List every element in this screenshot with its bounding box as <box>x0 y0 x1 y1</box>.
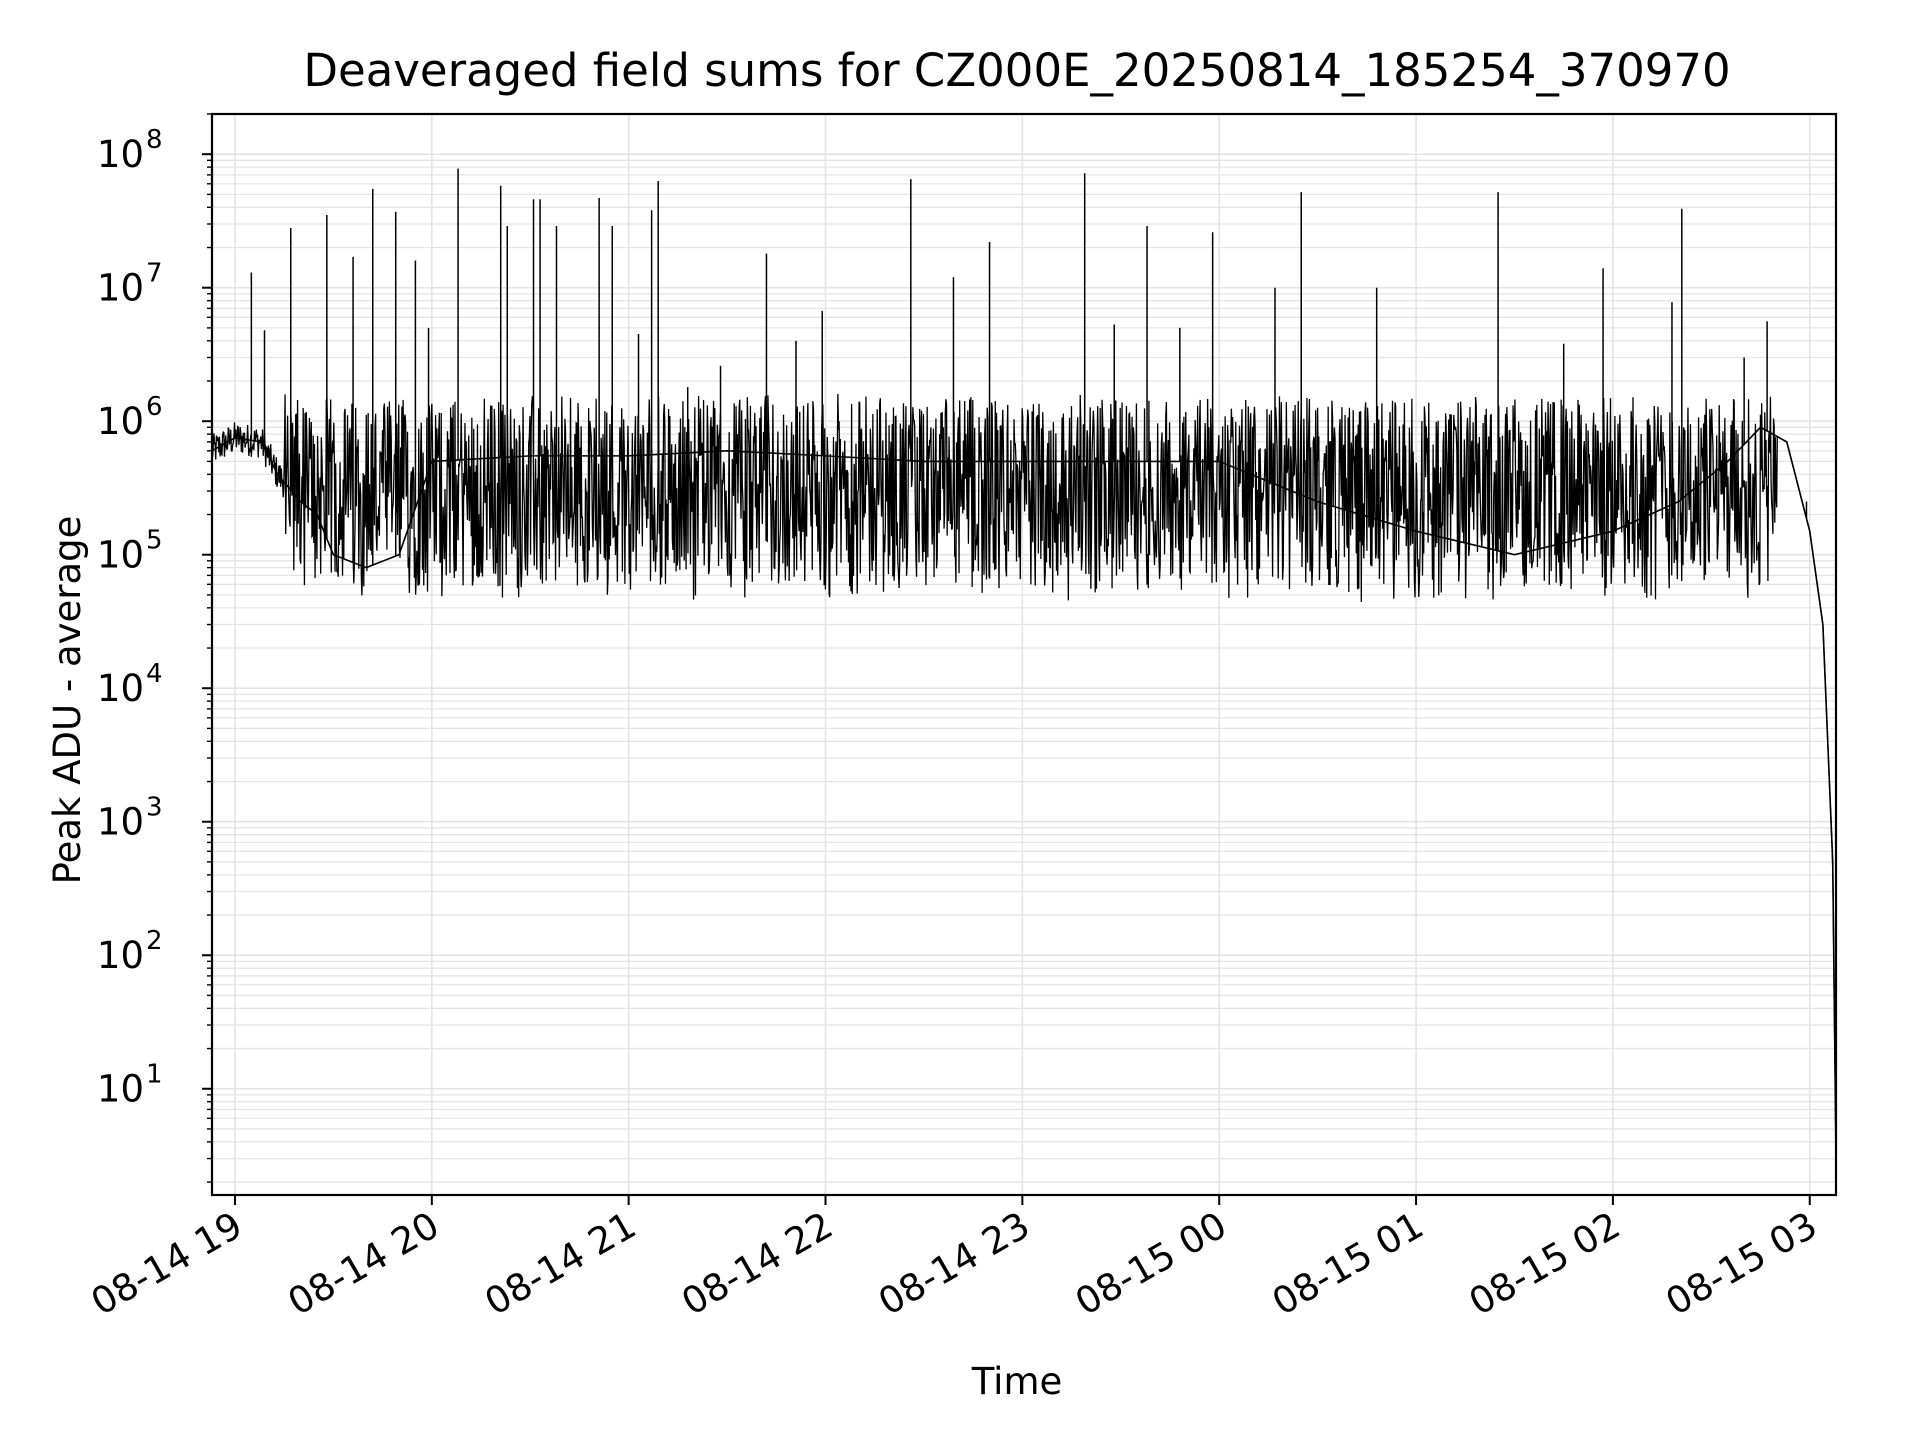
series-noise-trace <box>211 393 1837 1159</box>
y-tick-exponent: 8 <box>146 125 163 155</box>
y-tick-label: 10 <box>97 133 144 176</box>
y-tick-exponent: 2 <box>146 926 163 956</box>
y-tick-label: 10 <box>97 1068 144 1111</box>
y-tick-label: 10 <box>97 801 144 844</box>
y-tick-label: 10 <box>97 934 144 977</box>
plot-area <box>211 168 1837 1159</box>
y-axis-label: Peak ADU - average <box>46 516 89 885</box>
y-tick-exponent: 1 <box>146 1060 163 1090</box>
y-tick-label: 10 <box>97 667 144 710</box>
y-tick-label: 10 <box>97 400 144 443</box>
series-line <box>211 426 1837 1159</box>
y-tick-label: 10 <box>97 267 144 310</box>
chart-title: Deaveraged field sums for CZ000E_2025081… <box>303 44 1730 97</box>
y-tick-exponent: 3 <box>146 793 163 823</box>
x-axis-label: Time <box>971 1360 1063 1403</box>
y-tick-exponent: 5 <box>146 526 163 556</box>
y-tick-exponent: 4 <box>146 659 163 689</box>
plot-frame <box>210 112 1838 1197</box>
y-tick-label: 10 <box>97 534 144 577</box>
y-tick-exponent: 7 <box>146 259 163 289</box>
y-tick-exponent: 6 <box>146 392 163 422</box>
grid <box>212 113 1836 1195</box>
